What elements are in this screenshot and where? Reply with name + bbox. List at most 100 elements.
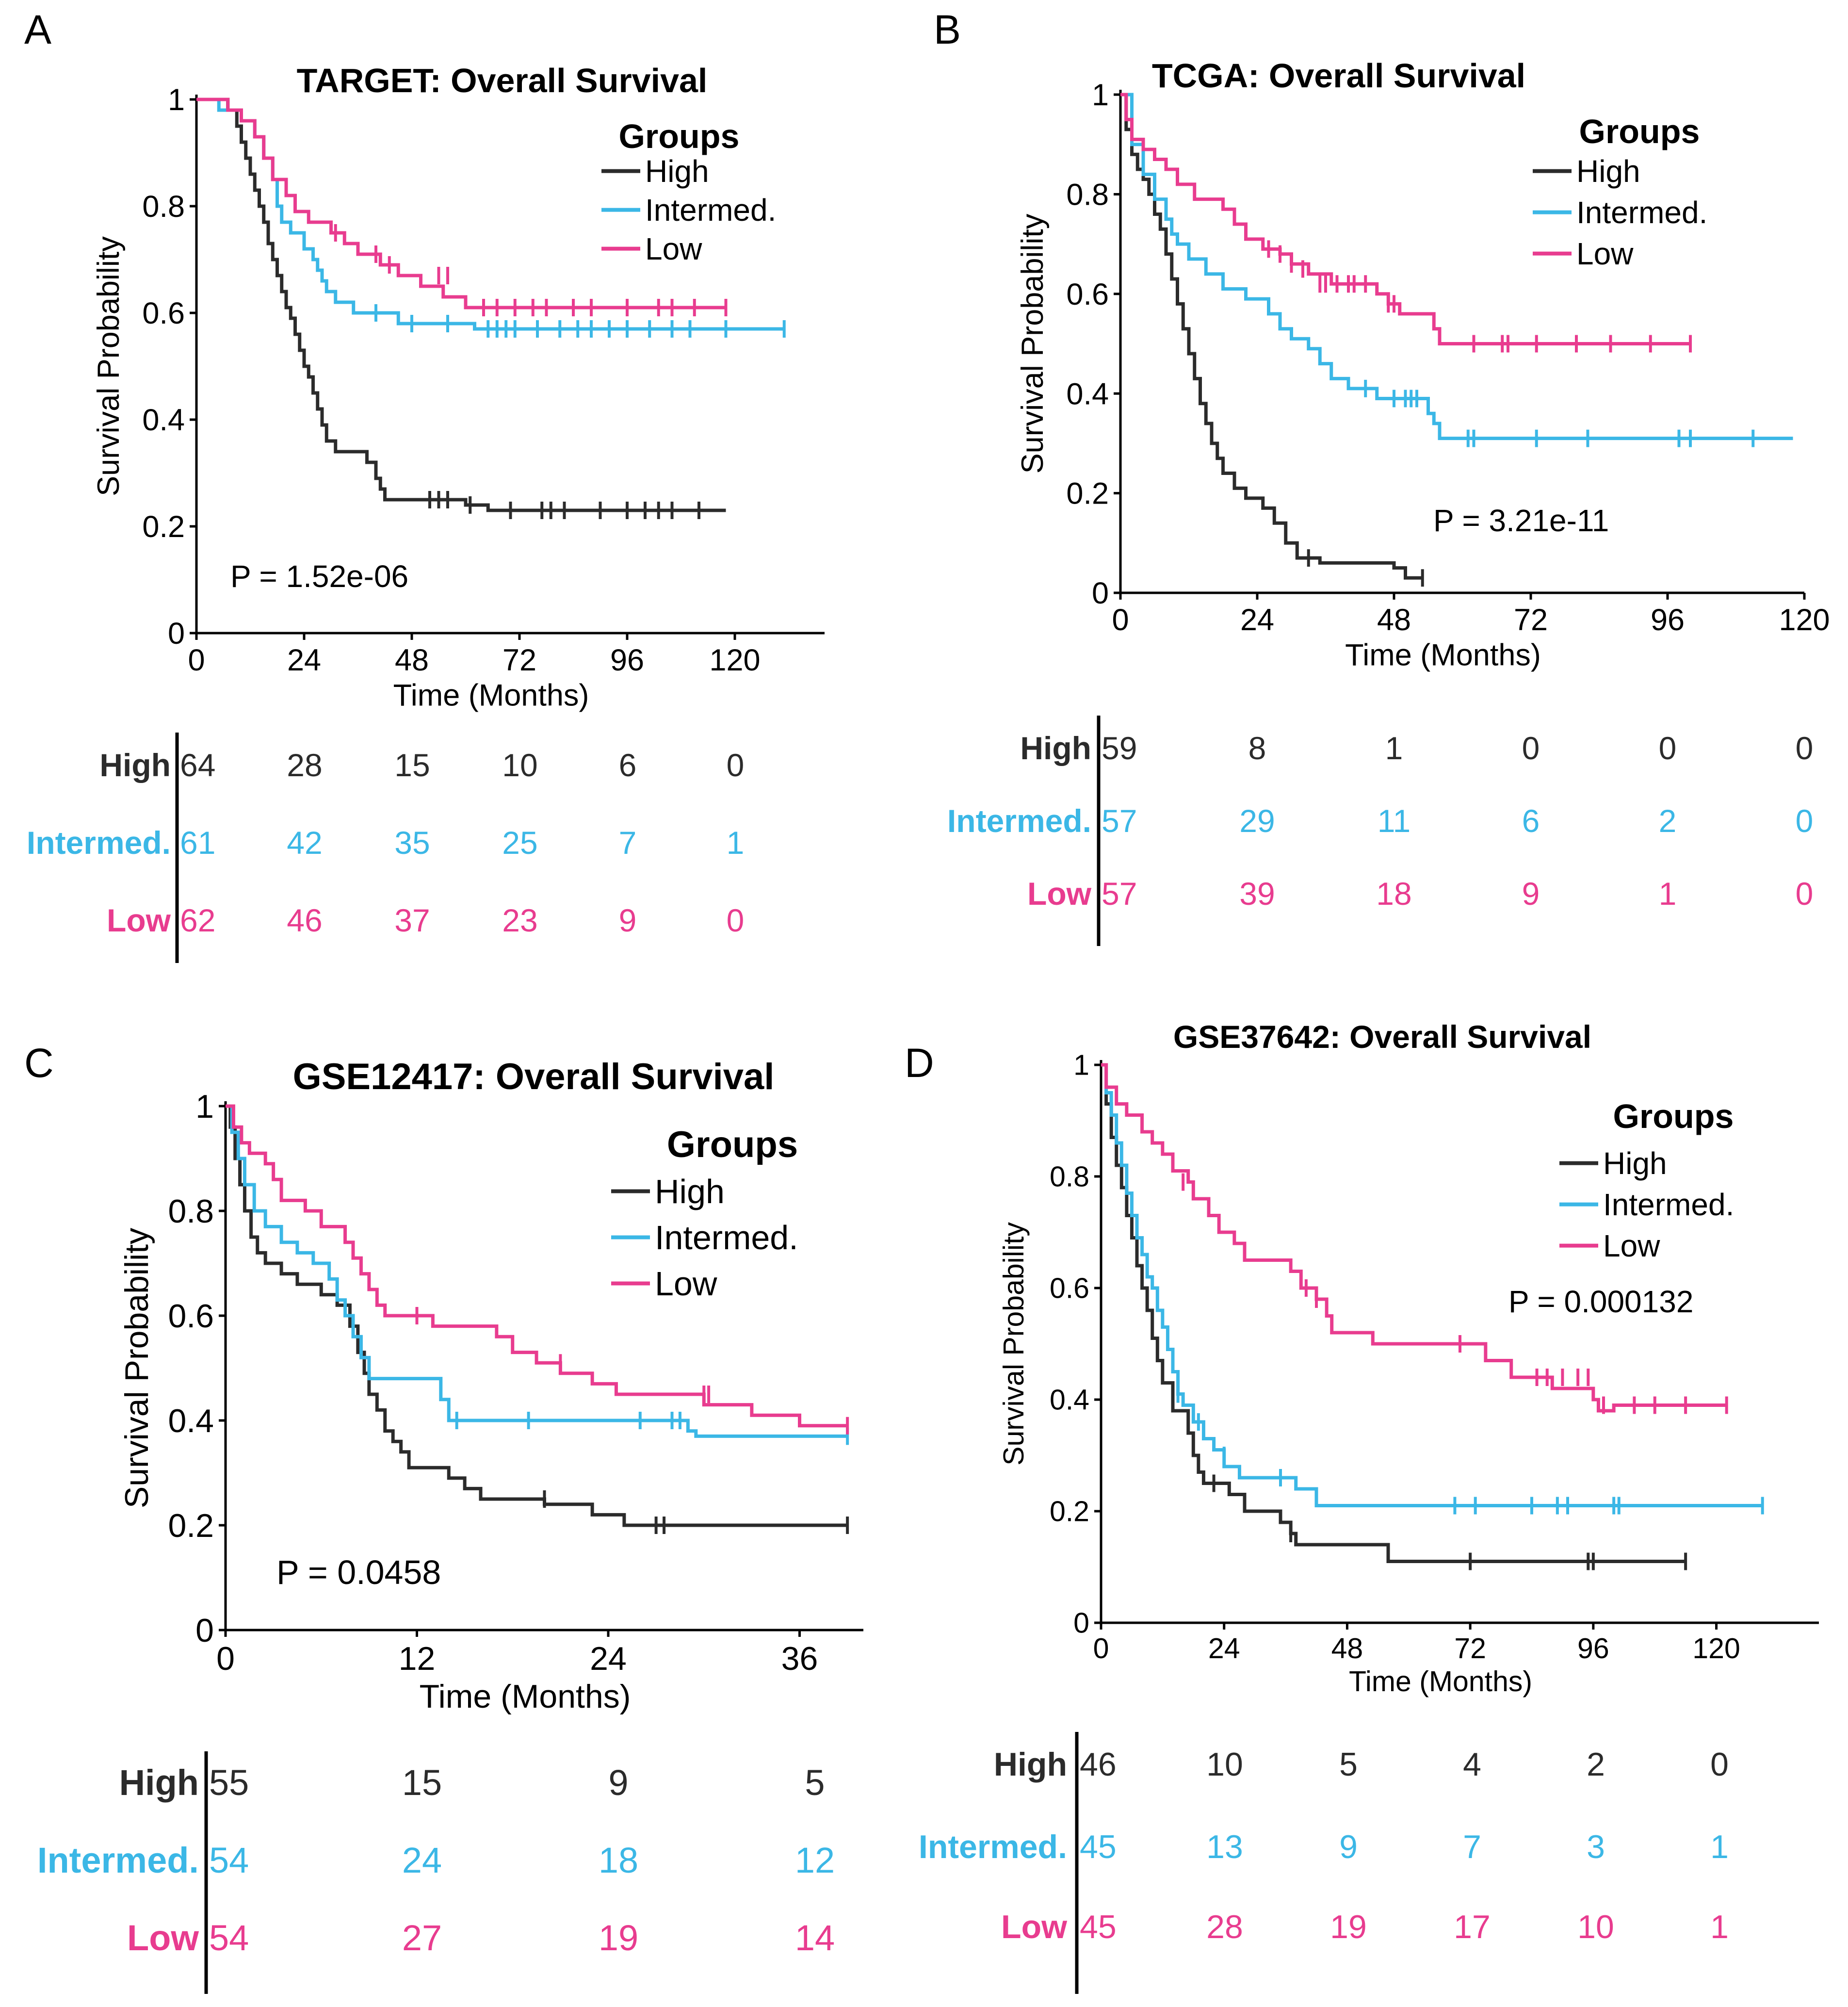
risk-cell-high: 0	[727, 747, 745, 783]
panel-label: C	[24, 1040, 54, 1086]
risk-cell-high: 5	[1339, 1746, 1358, 1783]
y-tick-label: 0.2	[168, 1507, 214, 1544]
risk-cell-high: 15	[402, 1762, 442, 1803]
chart-title: GSE12417: Overall Survival	[293, 1056, 775, 1097]
risk-cell-high: 10	[1206, 1746, 1243, 1783]
x-tick-label: 48	[395, 643, 429, 677]
x-tick-label: 12	[399, 1640, 436, 1677]
panel-label: B	[934, 7, 961, 52]
risk-cell-intermed: 25	[502, 825, 537, 861]
y-axis-label: Survival Probability	[118, 1228, 155, 1508]
y-axis-label: Survival Probability	[1016, 213, 1050, 473]
risk-cell-intermed: 7	[1463, 1828, 1481, 1865]
y-tick-label: 1	[1073, 1049, 1089, 1081]
risk-cell-intermed: 54	[209, 1840, 249, 1880]
y-axis-label: Survival Probability	[92, 236, 126, 496]
risk-cell-intermed: 2	[1659, 803, 1677, 839]
risk-cell-intermed: 6	[1522, 803, 1540, 839]
x-tick-label: 24	[1208, 1632, 1240, 1664]
risk-cell-high: 59	[1102, 730, 1137, 766]
x-tick-label: 48	[1377, 603, 1411, 637]
y-tick-label: 0.4	[1066, 377, 1109, 411]
risk-cell-low: 10	[1577, 1909, 1614, 1945]
risk-cell-intermed: 42	[287, 825, 322, 861]
panel-d: D GSE37642: Overall Survival 0 0.2 0.4 0.6 0.8…	[905, 1019, 1819, 1994]
x-axis-label: Time (Months)	[420, 1678, 631, 1715]
risk-cell-low: 0	[727, 902, 745, 938]
risk-cell-low: 23	[502, 902, 537, 938]
legend-title: Groups	[619, 117, 740, 155]
series-low-curve	[196, 98, 726, 310]
risk-cell-high: 8	[1248, 730, 1266, 766]
risk-cell-low: 1	[1659, 876, 1677, 912]
risk-cell-high: 6	[619, 747, 637, 783]
risk-cell-high: 1	[1385, 730, 1403, 766]
risk-cell-high: 5	[805, 1762, 825, 1803]
y-tick-label: 0	[195, 1612, 214, 1649]
legend-label-intermed: Intermed.	[645, 193, 776, 228]
risk-cell-high: 0	[1796, 730, 1814, 766]
p-value: P = 1.52e-06	[230, 559, 408, 594]
legend-label-intermed: Intermed.	[1576, 195, 1707, 230]
risk-row-label-low: Low	[127, 1918, 199, 1958]
risk-cell-intermed: 7	[619, 825, 637, 861]
legend-label-high: High	[1603, 1146, 1667, 1181]
risk-cell-low: 62	[180, 902, 215, 938]
x-tick-label: 96	[1577, 1632, 1609, 1664]
risk-cell-intermed: 45	[1080, 1828, 1117, 1865]
x-tick-label: 0	[216, 1640, 235, 1677]
legend-label-high: High	[1576, 154, 1640, 189]
series-high-curve	[1101, 1063, 1686, 1563]
risk-row-label-high: High	[1020, 730, 1091, 766]
risk-cell-intermed: 29	[1239, 803, 1275, 839]
y-tick-label: 0.4	[142, 403, 185, 437]
series-low-curve	[1120, 93, 1690, 345]
panel-label: A	[24, 7, 51, 52]
legend-label-intermed: Intermed.	[1603, 1187, 1734, 1222]
x-tick-label: 72	[1454, 1632, 1486, 1664]
legend-label-low: Low	[1576, 236, 1634, 271]
risk-cell-intermed: 1	[727, 825, 745, 861]
x-tick-label: 96	[610, 643, 644, 677]
risk-row-label-high: High	[994, 1746, 1067, 1783]
y-tick-label: 1	[195, 1088, 214, 1125]
x-tick-label: 0	[1093, 1632, 1109, 1664]
risk-cell-intermed: 3	[1587, 1828, 1605, 1865]
risk-cell-high: 0	[1710, 1746, 1729, 1783]
risk-cell-high: 55	[209, 1762, 249, 1803]
risk-cell-low: 45	[1080, 1909, 1117, 1945]
legend-label-low: Low	[645, 231, 702, 266]
risk-cell-low: 1	[1710, 1909, 1729, 1945]
x-tick-label: 0	[1112, 603, 1129, 637]
panel-c: C GSE12417: Overall Survival 0 0.2 0.4 0.6 0.8…	[24, 1040, 863, 1994]
risk-cell-intermed: 13	[1206, 1828, 1243, 1865]
legend-label-low: Low	[655, 1265, 717, 1303]
x-axis-label: Time (Months)	[1345, 638, 1541, 672]
x-tick-label: 120	[709, 643, 760, 677]
risk-row-label-low: Low	[1027, 876, 1092, 912]
x-tick-label: 24	[287, 643, 321, 677]
risk-cell-high: 46	[1080, 1746, 1117, 1783]
risk-row-label-high: High	[119, 1762, 199, 1803]
series-low-curve	[226, 1104, 848, 1428]
risk-cell-intermed: 35	[394, 825, 430, 861]
risk-cell-low: 19	[599, 1918, 638, 1958]
risk-cell-intermed: 0	[1796, 803, 1814, 839]
y-tick-label: 1	[1092, 78, 1109, 112]
series-high-curve	[226, 1104, 848, 1527]
series-high-curve	[196, 98, 726, 512]
y-tick-label: 0	[1073, 1607, 1089, 1639]
legend-label-high: High	[655, 1173, 725, 1210]
y-tick-label: 0.6	[1050, 1273, 1089, 1305]
risk-cell-low: 54	[209, 1918, 249, 1958]
x-tick-label: 24	[1240, 603, 1274, 637]
legend-label-high: High	[645, 154, 709, 189]
x-tick-label: 72	[503, 643, 536, 677]
risk-cell-intermed: 11	[1378, 803, 1411, 839]
y-tick-label: 0.6	[142, 296, 185, 330]
p-value: P = 0.0458	[276, 1553, 441, 1591]
risk-cell-low: 37	[394, 902, 430, 938]
risk-cell-intermed: 1	[1710, 1828, 1729, 1865]
risk-cell-intermed: 57	[1102, 803, 1137, 839]
